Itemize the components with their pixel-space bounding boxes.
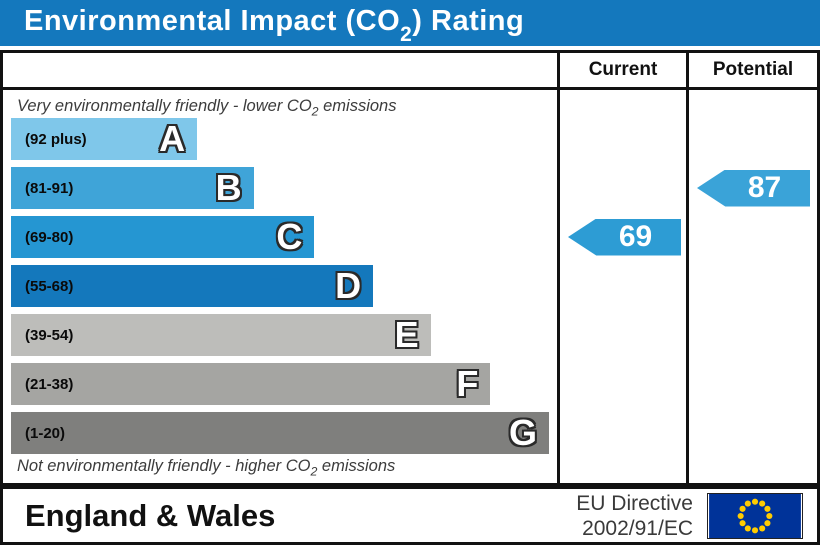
bands: (92 plus) A (81-91) B (69-80) C (55-68) D (39-54…: [11, 118, 549, 454]
region-label: England & Wales: [25, 497, 276, 533]
header-spacer: [3, 53, 557, 90]
band-range-label: (39-54): [25, 326, 74, 344]
band-letter: F: [456, 363, 479, 404]
eu-directive-line1: EU Directive: [576, 491, 693, 515]
band-range-label: (55-68): [25, 277, 74, 295]
band-row-b: (81-91) B: [11, 167, 254, 209]
band-row-d: (55-68) D: [11, 265, 374, 307]
band-letter: D: [335, 265, 362, 306]
band-letter: B: [215, 167, 242, 208]
current-rating-value: 69: [618, 220, 653, 253]
band-range-label: (1-20): [25, 424, 66, 442]
band-range-label: (81-91): [25, 179, 74, 197]
rating-table: Current Potential Very environmentally f…: [0, 50, 820, 486]
eu-directive-label: EU Directive 2002/91/EC: [576, 491, 693, 541]
rating-scale: Very environmentally friendly - lower CO…: [3, 90, 557, 483]
potential-column: 87: [686, 90, 817, 483]
header-potential: Potential: [686, 53, 817, 90]
top-note: Very environmentally friendly - lower CO…: [17, 97, 397, 119]
current-column: 69: [557, 90, 686, 483]
band-row-c: (69-80) C: [11, 216, 315, 258]
band-range-label: (21-38): [25, 375, 74, 393]
band-range-label: (92 plus): [25, 130, 87, 148]
band-row-f: (21-38) F: [11, 363, 491, 405]
band-letter: C: [276, 216, 303, 257]
eu-flag-icon: [707, 492, 803, 539]
band-row-e: (39-54) E: [11, 314, 431, 356]
chart-title-bar: Environmental Impact (CO2) Rating: [0, 0, 820, 46]
header-current: Current: [557, 53, 686, 90]
eu-directive-line2: 2002/91/EC: [582, 516, 693, 540]
band-letter: E: [394, 314, 419, 355]
chart-title: Environmental Impact (CO2) Rating: [24, 4, 525, 47]
potential-rating-arrow: 87: [697, 169, 810, 207]
current-rating-arrow: 69: [568, 218, 681, 256]
potential-rating-value: 87: [747, 171, 782, 204]
bottom-note: Not environmentally friendly - higher CO…: [17, 457, 396, 479]
band-row-a: (92 plus) A: [11, 118, 198, 160]
band-letter: A: [159, 118, 186, 159]
band-range-label: (69-80): [25, 228, 74, 246]
band-row-g: (1-20) G: [11, 412, 549, 454]
chart-footer: England & Wales EU Directive 2002/91/EC: [0, 486, 820, 545]
band-letter: G: [508, 412, 537, 453]
